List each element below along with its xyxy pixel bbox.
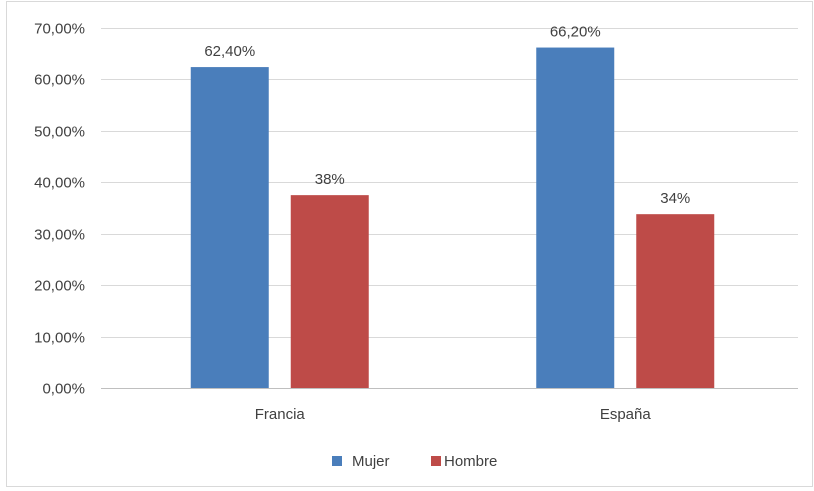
legend-label: Hombre bbox=[444, 453, 497, 470]
data-label: 62,40% bbox=[204, 43, 255, 60]
x-tick-label: España bbox=[600, 406, 652, 423]
y-tick-label: 60,00% bbox=[34, 72, 85, 89]
bar-hombre bbox=[290, 195, 369, 388]
bar-mujer bbox=[536, 47, 615, 389]
y-tick-label: 50,00% bbox=[34, 124, 85, 141]
chart-area: 0,00% 10,00% 20,00% 30,00% 40,00% 50,00% 60,00… bbox=[6, 1, 813, 487]
data-label: 66,20% bbox=[550, 24, 601, 41]
legend-label: Mujer bbox=[352, 453, 390, 470]
bar-hombre bbox=[636, 214, 715, 388]
y-tick-label: 0,00% bbox=[42, 381, 85, 398]
y-tick-label: 40,00% bbox=[34, 175, 85, 192]
y-tick-label: 20,00% bbox=[34, 278, 85, 295]
y-tick-label: 10,00% bbox=[34, 330, 85, 347]
legend-swatch bbox=[332, 456, 342, 466]
legend-swatch bbox=[431, 456, 441, 466]
bar-mujer bbox=[190, 67, 269, 388]
x-tick-label: Francia bbox=[255, 406, 306, 423]
data-label: 38% bbox=[315, 171, 345, 188]
y-tick-label: 30,00% bbox=[34, 227, 85, 244]
data-label: 34% bbox=[660, 190, 690, 207]
bar-chart: 0,00% 10,00% 20,00% 30,00% 40,00% 50,00% 60,00… bbox=[34, 21, 798, 470]
y-tick-label: 70,00% bbox=[34, 21, 85, 38]
